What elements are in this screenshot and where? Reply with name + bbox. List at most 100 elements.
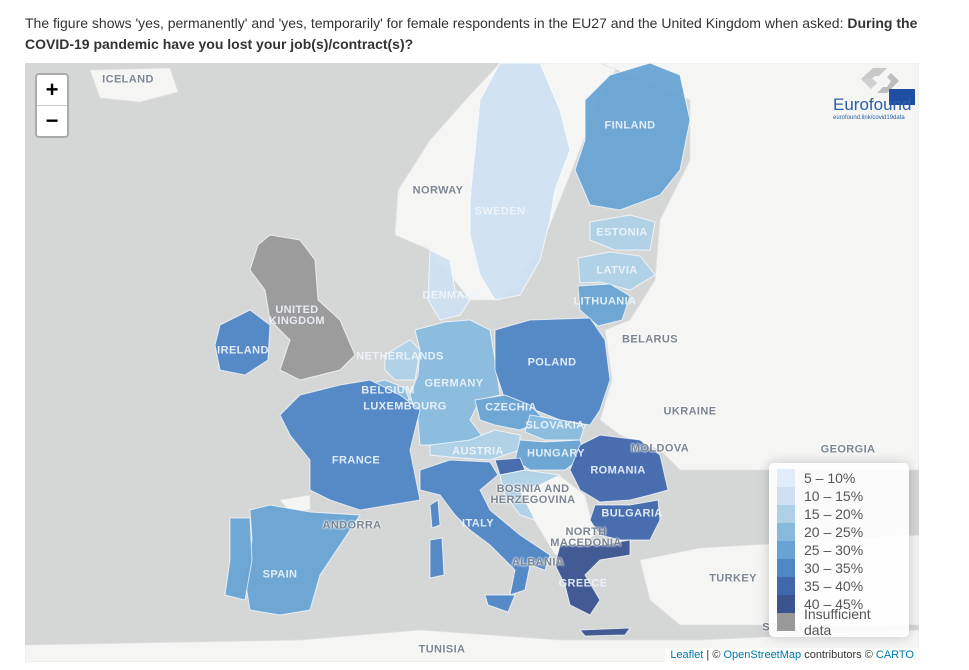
country-label: ROMANIA	[590, 464, 646, 477]
legend-swatch	[777, 505, 795, 523]
legend-item: 30 – 35%	[777, 559, 901, 577]
legend-label: 35 – 40%	[804, 578, 864, 594]
legend-label: 5 – 10%	[804, 470, 856, 486]
country-label: GERMANY	[424, 377, 484, 390]
legend-label: 10 – 15%	[804, 488, 864, 504]
map-container[interactable]: SWEDEN FINLAND ESTONIA LATVIA LITHUANIA DENMA…	[25, 63, 919, 662]
place-label: ICELAND	[102, 73, 154, 86]
country-label: HUNGARY	[526, 447, 586, 460]
legend-item: 35 – 40%	[777, 577, 901, 595]
attribution-text: contributors ©	[801, 649, 876, 661]
place-label: UKRAINE	[663, 405, 717, 418]
country-italy[interactable]	[429, 537, 445, 579]
logo-url: eurofound.link/covid19data	[833, 115, 905, 121]
country-label: FRANCE	[331, 454, 381, 467]
country-label: IRELAND	[217, 344, 269, 357]
country-label: SPAIN	[262, 568, 298, 581]
legend-label: 15 – 20%	[804, 506, 864, 522]
country-label: CZECHIA	[485, 401, 537, 414]
country-united-kingdom[interactable]	[249, 234, 356, 381]
place-label: MOLDOVA	[630, 442, 690, 455]
country-label: SLOVAKIA	[525, 419, 585, 432]
country-label: LATVIA	[596, 264, 638, 277]
legend-item: 40 – 45%	[777, 595, 901, 613]
legend-swatch	[777, 559, 795, 577]
place-label: BOSNIA AND HERZEGOVINA	[490, 483, 576, 506]
place-label: TUNISIA	[418, 643, 466, 656]
legend-label: 25 – 30%	[804, 542, 864, 558]
place-label: NORTH MACEDONIA	[550, 526, 622, 549]
country-netherlands[interactable]	[384, 339, 421, 381]
legend-label: Insufficient data	[804, 606, 871, 638]
legend-swatch	[777, 613, 795, 631]
country-france[interactable]	[279, 379, 421, 511]
country-denmark[interactable]	[427, 249, 471, 321]
zoom-out-button[interactable]: −	[45, 108, 59, 133]
legend-label: 30 – 35%	[804, 560, 864, 576]
country-label: POLAND	[527, 356, 577, 369]
country-portugal[interactable]	[224, 517, 253, 601]
place-label: ALBANIA	[511, 556, 565, 569]
country-label: SWEDEN	[474, 205, 526, 218]
country-greece[interactable]	[554, 539, 631, 616]
country-ireland[interactable]	[214, 309, 271, 376]
country-label: BULGARIA	[601, 507, 663, 520]
figure-caption: The figure shows 'yes, permanently' and …	[25, 13, 945, 55]
legend-item: Insufficient data	[777, 606, 901, 638]
country-croatia[interactable]	[499, 469, 562, 521]
country-romania[interactable]	[569, 434, 669, 503]
eu-flag-icon	[889, 89, 915, 105]
country-latvia[interactable]	[577, 251, 656, 291]
country-label: NETHERLANDS	[356, 350, 444, 363]
leaflet-link[interactable]: Leaflet	[670, 649, 704, 661]
country-sweden[interactable]	[469, 63, 571, 301]
legend-swatch	[777, 541, 795, 559]
attribution-sep: | ©	[703, 649, 724, 661]
eurofound-logo: Eurofound eurofound.link/covid19data	[831, 65, 919, 125]
caption-question: During the COVID-19 pandemic have you lo…	[25, 15, 918, 52]
place-label: BELARUS	[622, 333, 678, 346]
land-iceland[interactable]	[89, 67, 179, 103]
country-label: DENMARK	[422, 289, 482, 302]
country-italy[interactable]	[429, 499, 441, 529]
place-label: TURKEY	[709, 572, 757, 585]
legend-item: 10 – 15%	[777, 487, 901, 505]
country-label: FINLAND	[604, 119, 656, 132]
legend-label: 40 – 45%	[804, 596, 864, 612]
country-label: GREECE	[558, 577, 608, 590]
country-label: ITALY	[462, 517, 494, 530]
legend-swatch	[777, 523, 795, 541]
country-label: ESTONIA	[596, 226, 648, 239]
country-italy[interactable]	[484, 594, 516, 613]
country-italy[interactable]	[419, 459, 551, 596]
legend-swatch	[777, 595, 795, 613]
country-label: AUSTRIA	[452, 445, 504, 458]
legend-item: 20 – 25%	[777, 523, 901, 541]
country-greece[interactable]	[578, 627, 632, 637]
legend-swatch	[777, 469, 795, 487]
country-label: BELGIUM	[361, 384, 415, 397]
zoom-in-button[interactable]: +	[37, 75, 67, 106]
country-finland[interactable]	[574, 63, 691, 211]
osm-link[interactable]: OpenStreetMap	[723, 649, 802, 661]
attribution: Leaflet | © OpenStreetMap contributors ©…	[665, 648, 919, 662]
country-label: UNITED KINGDOM	[269, 304, 325, 327]
legend-swatch	[777, 577, 795, 595]
country-estonia[interactable]	[589, 214, 656, 251]
place-label: ANDORRA	[322, 519, 382, 532]
legend: 5 – 10% 10 – 15% 15 – 20% 20 – 25% 25 – 30% 3…	[769, 463, 909, 638]
carto-link[interactable]: CARTO	[875, 649, 914, 661]
logo-brand: Eurofound	[833, 95, 912, 114]
caption-text: The figure shows 'yes, permanently' and …	[25, 15, 848, 31]
legend-item: 15 – 20%	[777, 505, 901, 523]
zoom-control: + −	[35, 73, 69, 138]
place-label: GEORGIA	[820, 443, 876, 456]
legend-item: 25 – 30%	[777, 541, 901, 559]
country-bulgaria[interactable]	[589, 499, 661, 541]
eurofound-chain-icon	[861, 68, 899, 93]
legend-swatch	[777, 487, 795, 505]
legend-item: 5 – 10%	[777, 469, 901, 487]
country-label: LUXEMBOURG	[363, 400, 447, 413]
legend-label: 20 – 25%	[804, 524, 864, 540]
country-lithuania[interactable]	[577, 283, 631, 327]
